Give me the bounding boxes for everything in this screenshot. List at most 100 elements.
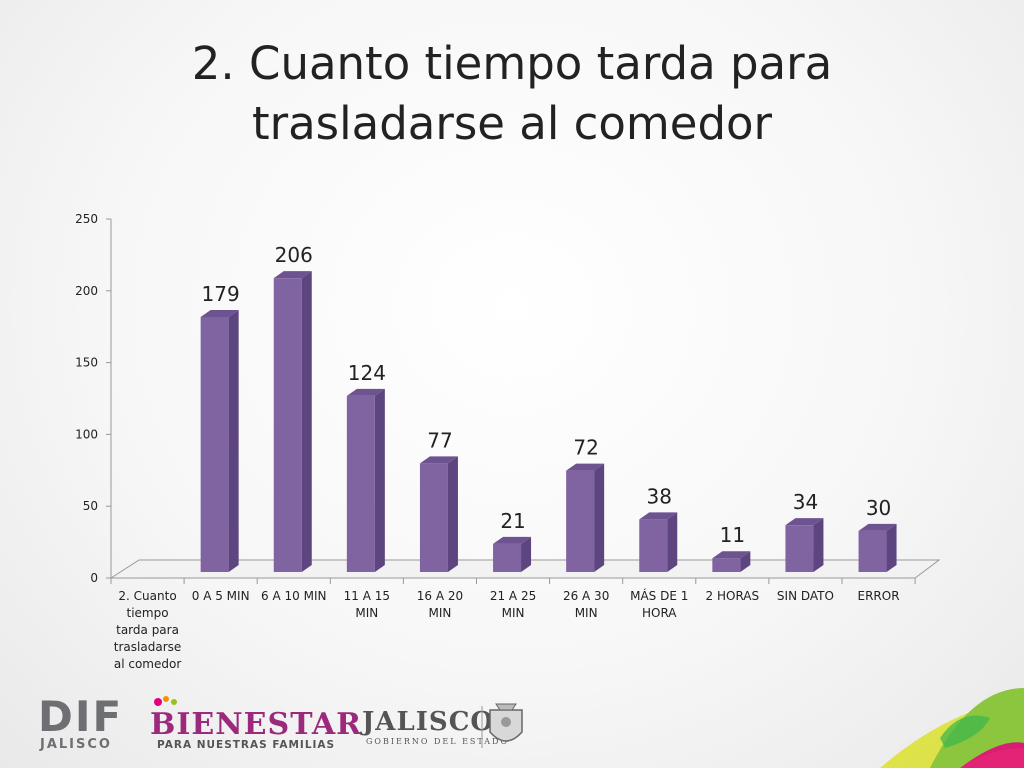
bar: [712, 551, 751, 572]
bar-side: [740, 551, 751, 572]
bar-top: [785, 518, 824, 526]
x-category-label: ERROR: [858, 589, 900, 603]
bar: [785, 518, 824, 572]
bar-top: [273, 271, 312, 279]
bar: [493, 536, 532, 572]
x-category-label-line: MÁS DE 1: [630, 588, 688, 603]
bar-top: [566, 463, 605, 471]
bar-front: [200, 316, 229, 572]
y-tick-label: 200: [75, 284, 98, 298]
bienestar-logo-text: BIENESTAR: [150, 707, 362, 742]
slide-title: 2. Cuanto tiempo tarda para trasladarse …: [0, 34, 1024, 154]
y-tick-label: 100: [75, 427, 98, 441]
jalisco-logo: JALISCO GOBIERNO DEL ESTADO: [360, 703, 523, 748]
bar-top: [639, 512, 678, 520]
bar-side: [374, 388, 385, 572]
bar-side: [594, 463, 605, 572]
slide-title-line-1: 2. Cuanto tiempo tarda para: [191, 37, 833, 90]
x-category-label-line: 11 A 15: [344, 589, 390, 603]
x-category-label-line: 26 A 30: [563, 589, 609, 603]
x-category-label: 26 A 30 MIN: [563, 589, 609, 620]
x-category-label: 16 A 20 MIN: [417, 589, 463, 620]
x-category-label: MÁS DE 1 HORA: [630, 588, 688, 620]
x-category-label: 21 A 25 MIN: [490, 589, 536, 620]
x-category-label-line: al comedor: [114, 657, 181, 671]
bar-top: [346, 388, 385, 396]
jalisco-logo-subtext: GOBIERNO DEL ESTADO: [366, 737, 509, 746]
x-category-label-line: 16 A 20: [417, 589, 463, 603]
x-category-label-line: tarda para: [116, 623, 179, 637]
bar-front: [639, 519, 668, 572]
bar-data-label: 11: [720, 523, 745, 547]
bar-side: [521, 536, 532, 572]
bar-top: [712, 551, 751, 559]
bar-side: [813, 518, 824, 572]
jalisco-logo-text: JALISCO: [360, 707, 494, 737]
bar-front: [493, 543, 522, 572]
bienestar-logo-subtext: PARA NUESTRAS FAMILIAS: [157, 739, 335, 751]
bar-top: [493, 536, 532, 544]
bar-data-label: 72: [573, 436, 598, 460]
x-category-label-line: MIN: [429, 606, 452, 620]
x-category-label-line: 21 A 25: [490, 589, 536, 603]
x-category-label-line: 6 A 10 MIN: [261, 589, 326, 603]
bar-data-label: 179: [202, 282, 240, 306]
x-category-label: 0 A 5 MIN: [192, 589, 250, 603]
x-category-label: 6 A 10 MIN: [261, 589, 326, 603]
y-tick-label: 0: [90, 571, 98, 585]
dif-logo-subtext: JALISCO: [39, 737, 112, 752]
x-category-label: 2 HORAS: [706, 589, 760, 603]
x-category-label-line: SIN DATO: [777, 589, 834, 603]
bar-side: [667, 512, 678, 572]
x-category-label-line: MIN: [355, 606, 378, 620]
bienestar-dot-icon: [154, 698, 162, 706]
x-category-label-line: tiempo: [127, 606, 169, 620]
x-category-label: SIN DATO: [777, 589, 834, 603]
bar-front: [858, 530, 887, 572]
bar-data-label: 21: [500, 509, 525, 533]
x-category-label-line: ERROR: [858, 589, 900, 603]
bar-data-label: 34: [793, 490, 818, 514]
bar-side: [447, 456, 458, 572]
bienestar-logo: BIENESTAR PARA NUESTRAS FAMILIAS: [150, 696, 362, 751]
footer-logos: DIF JALISCO BIENESTAR PARA NUESTRAS FAMI…: [38, 688, 1024, 768]
x-category-label-line: MIN: [502, 606, 525, 620]
bar-data-label: 77: [427, 428, 452, 452]
bar-side: [301, 271, 312, 572]
bienestar-dot-icon: [163, 696, 169, 702]
x-category-label: 11 A 15 MIN: [344, 589, 390, 620]
leaf-decoration-icon: [880, 688, 1024, 768]
bar-front: [566, 470, 595, 572]
bar-top: [858, 523, 897, 531]
bar-top: [419, 456, 458, 464]
bar-data-label: 30: [866, 496, 891, 520]
x-category-label-line: 2. Cuanto: [118, 589, 176, 603]
bar-front: [273, 278, 302, 572]
bar: [858, 523, 897, 572]
bar-front: [419, 463, 448, 572]
bar-front: [346, 395, 375, 572]
coat-of-arms-icon: [489, 703, 523, 742]
bar-front: [712, 558, 741, 572]
x-category-label: 2. Cuanto tiempo tarda para trasladarse al c…: [114, 589, 182, 671]
x-category-label-line: HORA: [642, 606, 677, 620]
x-category-label-line: 2 HORAS: [706, 589, 760, 603]
dif-logo: DIF JALISCO: [38, 692, 123, 752]
bar-top: [200, 309, 239, 317]
bar-data-label: 124: [348, 361, 386, 385]
bar: [566, 463, 605, 572]
bar: [639, 512, 678, 572]
bar-side: [228, 309, 239, 572]
bienestar-dot-icon: [171, 699, 177, 705]
bar-data-label: 206: [275, 243, 313, 267]
bar-data-label: 38: [647, 484, 672, 508]
bar-front: [785, 525, 814, 572]
bar: [200, 309, 239, 572]
x-category-label-line: MIN: [575, 606, 598, 620]
bar: [346, 388, 385, 572]
y-tick-label: 250: [75, 212, 98, 226]
bar-side: [886, 523, 897, 572]
slide-title-line-2: trasladarse al comedor: [251, 97, 773, 150]
y-tick-label: 150: [75, 356, 98, 370]
dif-logo-text: DIF: [38, 692, 123, 741]
